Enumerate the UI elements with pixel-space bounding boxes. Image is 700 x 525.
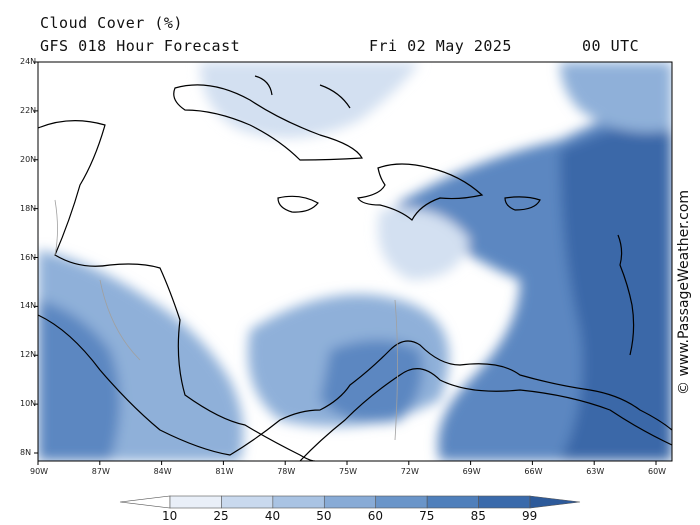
lon-label: 87W xyxy=(91,467,110,476)
colorbar-label: 99 xyxy=(522,509,538,523)
colorbar-label: 40 xyxy=(264,509,281,523)
lon-label: 84W xyxy=(153,467,172,476)
colorbar-segment xyxy=(375,495,428,509)
lat-label: 10N xyxy=(20,399,37,409)
map-frame xyxy=(37,61,673,462)
lat-label: 8N xyxy=(20,448,32,457)
colorbar xyxy=(119,495,581,509)
colorbar-min-arrow xyxy=(119,495,171,509)
colorbar-segment xyxy=(426,495,479,509)
colorbar-label: 60 xyxy=(367,509,383,523)
lon-label: 69W xyxy=(462,467,481,476)
map-title: Cloud Cover (%) xyxy=(40,14,183,32)
colorbar-segment xyxy=(272,495,325,509)
colorbar-label: 25 xyxy=(213,509,229,523)
valid-date: Fri 02 May 2025 xyxy=(369,37,512,55)
coastlines xyxy=(38,75,672,461)
lat-label: 16N xyxy=(20,252,37,262)
colorbar-label: 85 xyxy=(470,509,486,523)
colorbar-segment xyxy=(323,495,377,509)
lat-label: 12N xyxy=(20,350,37,360)
lat-label: 22N xyxy=(20,105,37,115)
lon-label: 81W xyxy=(215,467,234,476)
lon-label: 78W xyxy=(277,467,296,476)
lat-label: 14N xyxy=(20,301,37,311)
lat-label: 18N xyxy=(20,203,37,213)
lat-label: 24N xyxy=(20,57,37,66)
forecast-subtitle: GFS 018 Hour Forecast xyxy=(40,37,241,55)
country-borders xyxy=(54,199,398,441)
colorbar-segment xyxy=(221,495,274,509)
lat-label: 20N xyxy=(20,154,37,164)
colorbar-label: 75 xyxy=(419,509,435,523)
colorbar-segment xyxy=(478,495,531,509)
valid-time: 00 UTC xyxy=(582,37,640,55)
colorbar-max-arrow xyxy=(529,495,581,509)
colorbar-segment xyxy=(169,495,222,509)
cloud-cover-field xyxy=(38,62,672,461)
lon-label: 90W xyxy=(30,467,49,476)
colorbar-label: 50 xyxy=(316,509,332,523)
lon-label: 60W xyxy=(648,467,667,476)
lon-label: 63W xyxy=(586,467,605,476)
colorbar-label: 10 xyxy=(162,509,178,523)
lon-label: 72W xyxy=(400,467,419,476)
lon-label: 75W xyxy=(339,467,358,476)
credit-text: © www.PassageWeather.com xyxy=(676,189,692,395)
lon-label: 66W xyxy=(524,467,543,476)
